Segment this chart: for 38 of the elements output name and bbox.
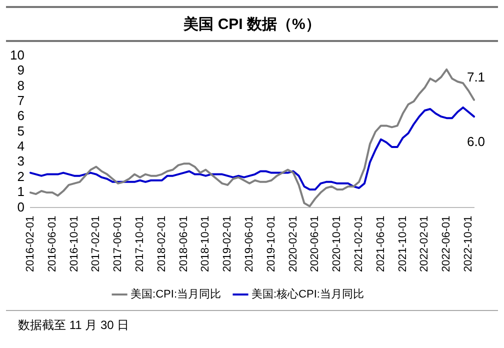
y-tick-label: 1 (17, 184, 24, 200)
chart-title: 美国 CPI 数据（%） (6, 6, 498, 42)
x-tick-label: 2017-06-01 (112, 216, 124, 272)
x-tick-label: 2019-06-01 (244, 216, 256, 272)
x-tick-label: 2016-02-01 (24, 216, 36, 272)
y-tick-label: 2 (17, 168, 24, 184)
x-tick-label: 2021-02-01 (353, 216, 366, 272)
x-tick-label: 2021-06-01 (374, 216, 387, 272)
data-label: 7.1 (466, 69, 486, 84)
x-tick-label: 2016-06-01 (46, 216, 58, 272)
data-label: 6.0 (466, 134, 486, 150)
y-tick-label: 8 (17, 78, 24, 93)
x-tick-label: 2018-02-01 (156, 216, 168, 272)
y-tick-label: 7 (17, 92, 24, 108)
x-tick-label: 2021-10-01 (396, 216, 409, 272)
x-tick-label: 2017-02-01 (90, 216, 102, 272)
x-tick-label: 2020-02-01 (287, 216, 300, 272)
x-tick-label: 2020-10-01 (331, 216, 344, 272)
legend-label: 美国:核心CPI:当月同比 (252, 288, 364, 301)
x-tick-label: 2020-06-01 (309, 216, 322, 272)
x-tick-label: 2019-10-01 (265, 216, 278, 272)
x-tick-label: 2017-10-01 (134, 216, 146, 272)
x-tick-label: 2018-10-01 (200, 216, 212, 272)
y-tick-label: 4 (17, 138, 24, 154)
y-tick-label: 10 (10, 47, 24, 62)
x-tick-label: 2016-10-01 (68, 216, 80, 272)
legend-label: 美国:CPI:当月同比 (130, 288, 222, 301)
y-tick-label: 3 (17, 154, 24, 169)
y-tick-label: 5 (17, 123, 24, 138)
x-tick-label: 2022-10-01 (462, 216, 475, 272)
x-tick-label: 2019-02-01 (222, 216, 234, 272)
y-tick-label: 9 (17, 62, 24, 78)
y-tick-label: 6 (17, 108, 24, 124)
x-tick-label: 2018-06-01 (178, 216, 190, 272)
x-tick-label: 2022-02-01 (418, 216, 431, 272)
text: 数据截至 11 月 30 日 (6, 310, 498, 334)
y-tick-label: 0 (17, 199, 24, 214)
x-tick-label: 2022-06-01 (440, 216, 453, 272)
